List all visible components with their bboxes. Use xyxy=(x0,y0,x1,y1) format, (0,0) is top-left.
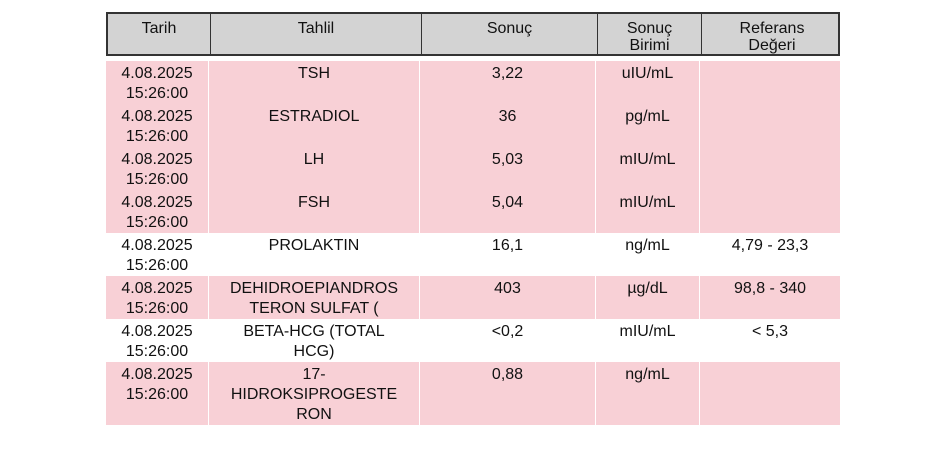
table-header: Tarih Tahlil Sonuç Sonuç Birimi Referans… xyxy=(106,12,840,56)
header-reference: Referans Değeri xyxy=(739,20,805,54)
cell-test: PROLAKTIN xyxy=(209,233,420,276)
cell-test: FSH xyxy=(209,190,420,233)
cell-test: 17- HIDROKSIPROGESTE RON xyxy=(209,362,420,425)
table-row: 4.08.2025 15:26:00 ESTRADIOL 36 pg/mL xyxy=(106,104,840,147)
cell-unit: mIU/mL xyxy=(596,190,700,233)
table-row: 4.08.2025 15:26:00 LH 5,03 mIU/mL xyxy=(106,147,840,190)
cell-date: 4.08.2025 15:26:00 xyxy=(106,147,209,190)
cell-test: DEHIDROEPIANDROS TERON SULFAT ( xyxy=(209,276,420,319)
cell-ref: 98,8 - 340 xyxy=(733,280,807,297)
cell-unit: uIU/mL xyxy=(596,61,700,104)
cell-result: 16,1 xyxy=(420,233,596,276)
cell-test: BETA-HCG (TOTAL HCG) xyxy=(209,319,420,362)
cell-date: 4.08.2025 15:26:00 xyxy=(106,104,209,147)
cell-ref xyxy=(700,104,840,147)
cell-result: 5,04 xyxy=(420,190,596,233)
cell-ref xyxy=(700,61,840,104)
cell-result: 3,22 xyxy=(420,61,596,104)
cell-test: TSH xyxy=(209,61,420,104)
cell-unit: mIU/mL xyxy=(596,147,700,190)
cell-test: LH xyxy=(209,147,420,190)
cell-result: 403 xyxy=(420,276,596,319)
table-row: 4.08.2025 15:26:00 BETA-HCG (TOTAL HCG) <0… xyxy=(106,319,840,362)
table-row: 4.08.2025 15:26:00 FSH 5,04 mIU/mL xyxy=(106,190,840,233)
header-unit: Sonuç Birimi xyxy=(598,14,702,54)
cell-ref xyxy=(700,190,840,233)
cell-test: ESTRADIOL xyxy=(209,104,420,147)
cell-date: 4.08.2025 15:26:00 xyxy=(106,276,209,319)
lab-results-table: Tarih Tahlil Sonuç Sonuç Birimi Referans… xyxy=(106,12,840,425)
cell-result: 0,88 xyxy=(420,362,596,425)
header-result: Sonuç xyxy=(422,14,598,54)
table-body: 4.08.2025 15:26:00 TSH 3,22 uIU/mL 4.08.2025… xyxy=(106,61,840,425)
cell-date: 4.08.2025 15:26:00 xyxy=(106,319,209,362)
cell-result: <0,2 xyxy=(420,319,596,362)
cell-result: 36 xyxy=(420,104,596,147)
cell-date: 4.08.2025 15:26:00 xyxy=(106,61,209,104)
cell-unit: ng/mL xyxy=(596,233,700,276)
table-row: 4.08.2025 15:26:00 DEHIDROEPIANDROS TERON… xyxy=(106,276,840,319)
table-row: 4.08.2025 15:26:00 PROLAKTIN 16,1 ng/mL 4,79… xyxy=(106,233,840,276)
table-row: 4.08.2025 15:26:00 TSH 3,22 uIU/mL xyxy=(106,61,840,104)
cell-date: 4.08.2025 15:26:00 xyxy=(106,233,209,276)
cell-unit: µg/dL xyxy=(596,276,700,319)
cell-ref xyxy=(700,147,840,190)
cell-ref: < 5,3 xyxy=(751,323,789,340)
cell-date: 4.08.2025 15:26:00 xyxy=(106,190,209,233)
header-date: Tarih xyxy=(108,14,211,54)
cell-date: 4.08.2025 15:26:00 xyxy=(106,362,209,425)
cell-ref xyxy=(700,362,840,425)
cell-result: 5,03 xyxy=(420,147,596,190)
cell-unit: mIU/mL xyxy=(596,319,700,362)
table-row: 4.08.2025 15:26:00 17- HIDROKSIPROGESTE R… xyxy=(106,362,840,425)
cell-ref: 4,79 - 23,3 xyxy=(731,237,809,254)
cell-unit: ng/mL xyxy=(596,362,700,425)
cell-unit: pg/mL xyxy=(596,104,700,147)
header-test: Tahlil xyxy=(211,14,422,54)
